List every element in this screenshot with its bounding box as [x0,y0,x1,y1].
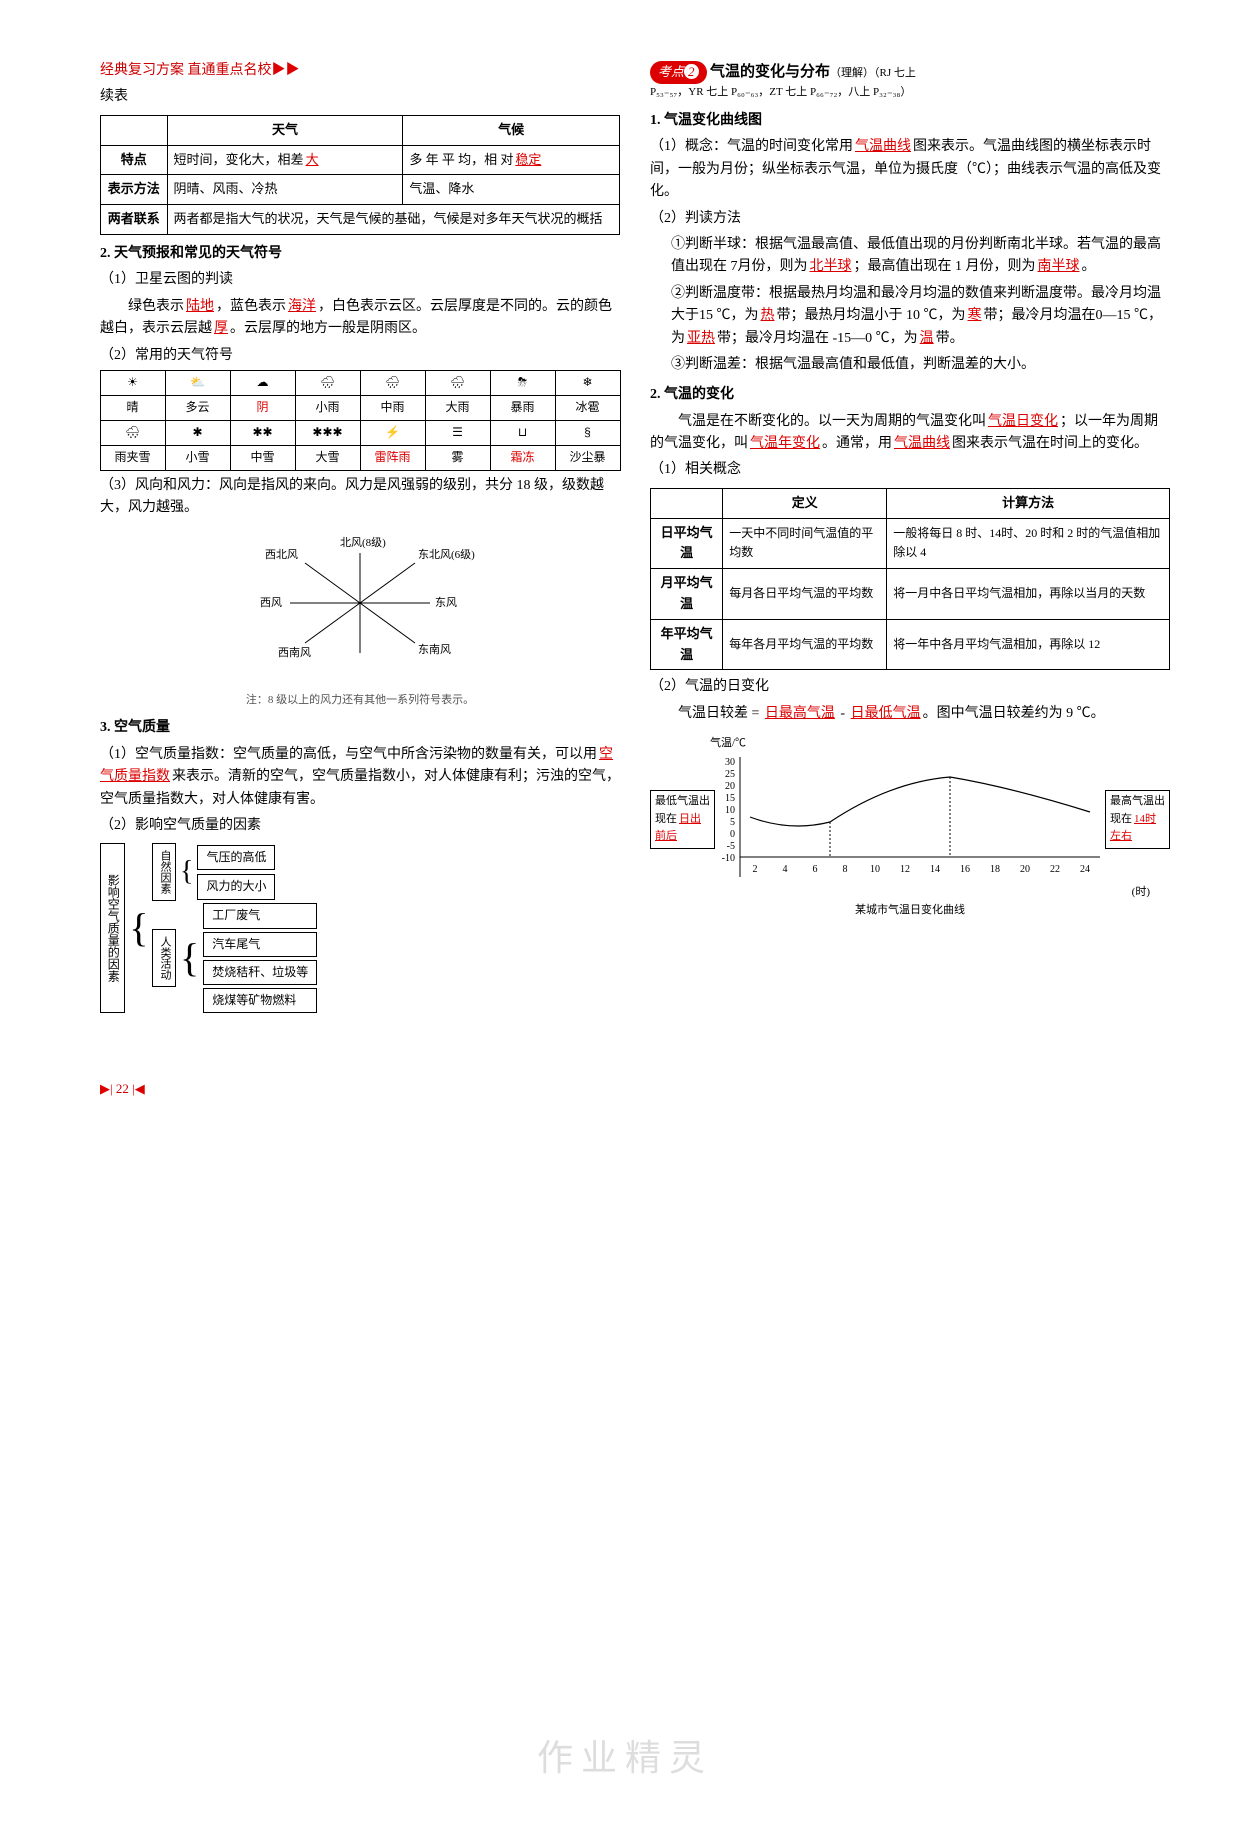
sec-2: 2. 天气预报和常见的天气符号 [100,243,620,265]
r-s1: 1. 气温变化曲线图 [650,110,1170,132]
svg-text:15: 15 [725,793,735,804]
r-m1: ①判断半球：根据气温最高值、最低值出现的月份判断南北半球。若气温的最高值出现在 … [650,234,1170,279]
s2-2: （2）常用的天气符号 [100,345,620,367]
svg-text:东风: 东风 [435,596,457,609]
sec-3: 3. 空气质量 [100,717,620,739]
svg-text:10: 10 [870,864,880,875]
kaodian-refs: P₅₃₋₅₇，YR 七上 P₆₀₋₆₃，ZT 七上 P₆₆₋₇₂，八上 P₃₂₋… [650,84,1170,102]
svg-text:20: 20 [725,781,735,792]
svg-text:0: 0 [730,829,735,840]
r-s1-1: （1）概念：气温的时间变化常用气温曲线图来表示。气温曲线图的横坐标表示时间，一般… [650,136,1170,203]
svg-text:14: 14 [930,864,940,875]
factor-diagram: 影响空气质量的因素 { 自然因素{气压的高低风力的大小 人类活动{工厂废气汽车尾… [100,843,620,1013]
svg-text:东北风(6级): 东北风(6级) [418,548,475,561]
svg-text:20: 20 [1020,864,1030,875]
svg-text:西北风: 西北风 [265,548,298,561]
wind-note: 注：8 级以上的风力还有其他一系列符号表示。 [100,692,620,710]
r-s2: 2. 气温的变化 [650,384,1170,406]
svg-text:西南风: 西南风 [278,646,311,659]
r-m2: ②判断温度带：根据最热月均温和最冷月均温的数值来判断温度带。最冷月均温大于15 … [650,283,1170,350]
temp-chart: 气温/℃ 302520151050-5-10 24681012141618202… [650,735,1170,915]
weather-grid: ☀⛅☁🌧🌧🌧⛈❄晴多云阴小雨中雨大雨暴雨冰雹🌨✱✱✱✱✱✱⚡☰⊔§雨夹雪小雪中雪… [100,371,620,471]
header-arrow: ▶▶ [272,63,300,78]
svg-text:16: 16 [960,864,970,875]
svg-text:12: 12 [900,864,910,875]
s3-2: （2）影响空气质量的因素 [100,815,620,837]
svg-text:22: 22 [1050,864,1060,875]
kaodian-header: 考点2 气温的变化与分布（理解）（RJ 七上 [650,60,1170,84]
svg-text:10: 10 [725,805,735,816]
r-s2-2: （2）气温的日变化 [650,676,1170,698]
svg-text:8: 8 [843,864,848,875]
r-m3: ③判断温差：根据气温最高值和最低值，判断温差的大小。 [650,354,1170,376]
svg-text:5: 5 [730,817,735,828]
watermark: 作业精灵 [537,1730,713,1788]
s2-1-text: 绿色表示陆地，蓝色表示海洋，白色表示云区。云层厚度是不同的。云的颜色越白，表示云… [100,296,620,341]
s2-3: （3）风向和风力：风向是指风的来向。风力是风强弱的级别，共分 18 级，级数越大… [100,475,620,520]
svg-text:-10: -10 [722,853,735,864]
svg-text:东南风: 东南风 [418,643,451,656]
def-table: 定义计算方法 日平均气温一天中不同时间气温值的平均数一般将每日 8 时、14时、… [650,488,1170,671]
r-s2-2p: 气温日较差 = 日最高气温 - 日最低气温。图中气温日较差约为 9 ℃。 [650,703,1170,725]
svg-text:2: 2 [753,864,758,875]
svg-text:30: 30 [725,757,735,768]
svg-text:4: 4 [783,864,788,875]
r-s2-1: （1）相关概念 [650,459,1170,481]
svg-text:6: 6 [813,864,818,875]
r-s2p: 气温是在不断变化的。以一天为周期的气温变化叫气温日变化；以一年为周期的气温变化，… [650,411,1170,456]
svg-text:-5: -5 [727,841,735,852]
s3-1: （1）空气质量指数：空气质量的高低，与空气中所含污染物的数量有关，可以用空气质量… [100,744,620,811]
svg-text:北风(8级): 北风(8级) [340,536,386,549]
s2-1-label: （1）卫星云图的判读 [100,269,620,291]
table-weather-climate: 天气气候 特点 短时间，变化大，相差大 多 年 平 均，相 对稳定 表示方法阴晴… [100,115,620,235]
header-text: 经典复习方案 直通重点名校 [100,63,272,78]
svg-text:24: 24 [1080,864,1090,875]
svg-text:25: 25 [725,769,735,780]
wind-diagram: 北风(8级) 东北风(6级) 东风东南风 西南风 西风 西北风 [100,528,620,684]
xubiao: 续表 [100,86,620,108]
r-s1-2: （2）判读方法 [650,208,1170,230]
svg-text:18: 18 [990,864,1000,875]
page-number: ▶| 22 |◀ [100,1079,1250,1100]
svg-text:西风: 西风 [260,596,282,609]
